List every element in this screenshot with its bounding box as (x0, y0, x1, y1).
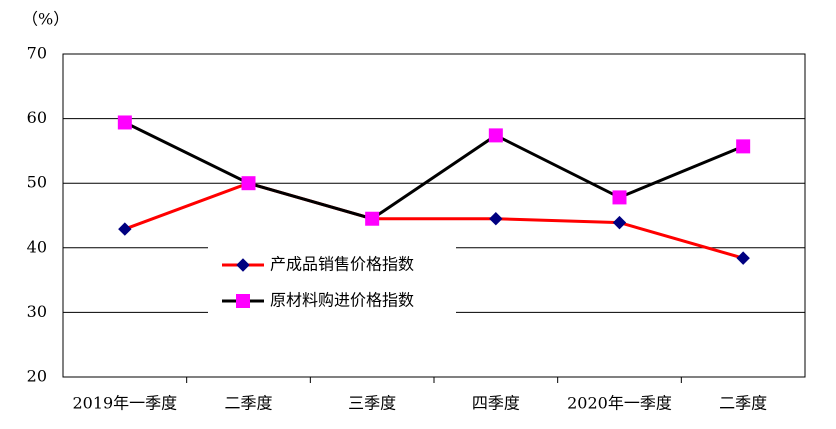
x-tick-label: 2019年一季度 (72, 394, 177, 413)
y-axis-unit: （%） (22, 10, 69, 29)
data-point (736, 139, 751, 154)
plot-frame (62, 53, 806, 378)
y-tick-label: 40 (27, 237, 47, 256)
data-point (488, 128, 503, 143)
legend-label: 原材料购进价格指数 (270, 291, 414, 310)
data-point (612, 215, 627, 230)
x-tick-label: 四季度 (472, 394, 520, 413)
y-tick-label: 70 (27, 44, 47, 63)
data-point (365, 211, 380, 226)
legend-marker (236, 294, 250, 308)
data-point (736, 251, 750, 265)
series-line (124, 181, 744, 260)
x-tick-label: 二季度 (224, 394, 272, 413)
legend-label: 产成品销售价格指数 (270, 255, 414, 274)
x-tick-label: 2020年一季度 (567, 394, 672, 413)
x-tick-label: 二季度 (719, 394, 767, 413)
data-point (118, 222, 132, 236)
y-tick-label: 60 (27, 108, 47, 127)
y-tick-label: 50 (27, 173, 47, 192)
data-point (612, 190, 627, 205)
y-tick-label: 30 (27, 302, 47, 321)
legend-marker (236, 258, 250, 272)
series-line (124, 121, 744, 221)
y-tick-label: 20 (27, 367, 47, 386)
data-point (117, 115, 132, 130)
x-tick-label: 三季度 (348, 394, 396, 413)
data-point (241, 176, 256, 191)
data-point (489, 212, 503, 226)
